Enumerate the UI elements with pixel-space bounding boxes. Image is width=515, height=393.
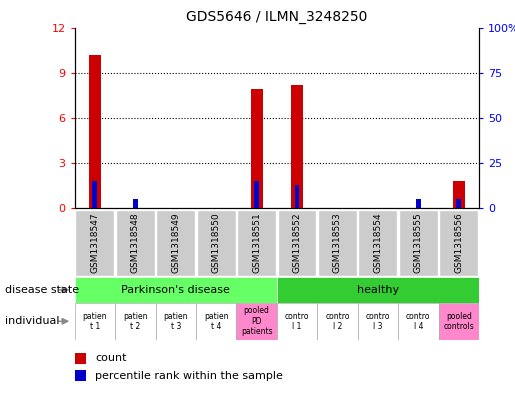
Text: GSM1318548: GSM1318548 [131, 212, 140, 273]
Bar [115, 303, 156, 340]
Bar [398, 303, 439, 340]
Bar [277, 277, 479, 303]
Text: count: count [95, 353, 126, 363]
Bar [399, 210, 438, 276]
Text: pooled
controls: pooled controls [443, 312, 474, 331]
Bar [116, 210, 154, 276]
Text: GSM1318554: GSM1318554 [373, 212, 382, 273]
Bar [196, 303, 236, 340]
Bar [75, 303, 115, 340]
Text: percentile rank within the sample: percentile rank within the sample [95, 371, 283, 381]
Bar [358, 210, 397, 276]
Bar [254, 181, 259, 208]
Bar [236, 303, 277, 340]
Text: pooled
PD
patients: pooled PD patients [241, 307, 272, 336]
Bar [278, 210, 316, 276]
Bar [156, 303, 196, 340]
Bar [277, 303, 317, 340]
Text: patien
t 3: patien t 3 [163, 312, 188, 331]
Text: GSM1318551: GSM1318551 [252, 212, 261, 273]
Bar [291, 85, 303, 208]
Bar [93, 181, 97, 208]
Bar [439, 210, 478, 276]
Text: healthy: healthy [357, 285, 399, 295]
Bar [357, 303, 398, 340]
Bar [317, 303, 357, 340]
Text: patien
t 4: patien t 4 [204, 312, 229, 331]
Text: GSM1318555: GSM1318555 [414, 212, 423, 273]
Text: GSM1318556: GSM1318556 [454, 212, 463, 273]
Text: GSM1318552: GSM1318552 [293, 212, 301, 273]
Text: GSM1318547: GSM1318547 [91, 212, 99, 273]
Bar [318, 210, 357, 276]
Text: contro
l 2: contro l 2 [325, 312, 350, 331]
Bar [453, 181, 465, 208]
Text: disease state: disease state [5, 285, 79, 295]
Title: GDS5646 / ILMN_3248250: GDS5646 / ILMN_3248250 [186, 10, 368, 24]
Bar [416, 199, 421, 208]
Bar [456, 199, 461, 208]
Bar [75, 277, 277, 303]
Bar [197, 210, 235, 276]
Text: Parkinson's disease: Parkinson's disease [122, 285, 230, 295]
Bar [157, 210, 195, 276]
Text: GSM1318549: GSM1318549 [171, 212, 180, 273]
Text: patien
t 1: patien t 1 [82, 312, 107, 331]
Bar [133, 199, 138, 208]
Text: individual: individual [5, 316, 60, 326]
Text: GSM1318553: GSM1318553 [333, 212, 342, 273]
Text: contro
l 1: contro l 1 [285, 312, 310, 331]
Text: GSM1318550: GSM1318550 [212, 212, 220, 273]
Bar [89, 55, 101, 208]
Bar [439, 303, 479, 340]
Bar [237, 210, 276, 276]
Bar [250, 89, 263, 208]
Bar [295, 185, 299, 208]
Text: contro
l 4: contro l 4 [406, 312, 431, 331]
Text: patien
t 2: patien t 2 [123, 312, 148, 331]
Bar [75, 353, 86, 364]
Bar [75, 370, 86, 381]
Text: contro
l 3: contro l 3 [366, 312, 390, 331]
Bar [76, 210, 114, 276]
